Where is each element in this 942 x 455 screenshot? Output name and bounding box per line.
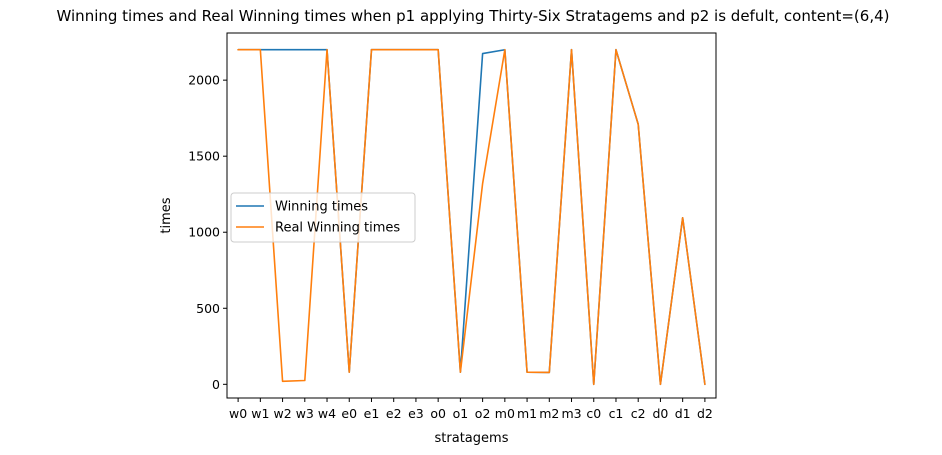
x-tick-label: c2 bbox=[631, 406, 646, 421]
x-tick-label: e0 bbox=[341, 406, 357, 421]
x-tick-label: m0 bbox=[495, 406, 515, 421]
plot-area bbox=[226, 32, 717, 399]
x-tick-label: m1 bbox=[517, 406, 537, 421]
x-tick-label: w4 bbox=[318, 406, 336, 421]
x-tick-label: d1 bbox=[675, 406, 691, 421]
y-tick-label: 0 bbox=[212, 377, 220, 392]
x-tick-label: m2 bbox=[539, 406, 559, 421]
x-tick-label: e1 bbox=[364, 406, 380, 421]
x-tick-label: o2 bbox=[475, 406, 491, 421]
x-axis: w0 w1 w2 w3 w4 e0 e1 e2 e3 o0 o1 o2 m0 m1 m2 m3 c0 c1 c2 d0… bbox=[229, 398, 713, 421]
x-tick-label: m3 bbox=[561, 406, 581, 421]
x-tick-label: c1 bbox=[609, 406, 624, 421]
x-tick-label: d0 bbox=[652, 406, 668, 421]
y-tick-label: 1000 bbox=[188, 225, 220, 240]
legend: Winning times Real Winning times bbox=[230, 192, 416, 243]
y-tick-label: 2000 bbox=[188, 73, 220, 88]
x-tick-label: w3 bbox=[296, 406, 314, 421]
x-tick-label: w0 bbox=[229, 406, 247, 421]
x-tick-label: w2 bbox=[273, 406, 291, 421]
x-tick-label: e3 bbox=[408, 406, 424, 421]
x-tick-label: c0 bbox=[586, 406, 601, 421]
x-tick-label: o1 bbox=[453, 406, 469, 421]
legend-entry: Real Winning times bbox=[275, 221, 400, 236]
x-tick-label: w1 bbox=[251, 406, 269, 421]
y-tick-label: 1500 bbox=[188, 149, 220, 164]
x-tick-label: o0 bbox=[430, 406, 446, 421]
x-tick-label: d2 bbox=[697, 406, 713, 421]
chart-title: Winning times and Real Winning times whe… bbox=[57, 7, 890, 25]
legend-entry: Winning times bbox=[275, 200, 368, 215]
x-tick-label: e2 bbox=[386, 406, 402, 421]
y-axis: 0 500 1000 1500 2000 bbox=[188, 73, 227, 392]
legend-box bbox=[230, 192, 416, 243]
x-axis-label: stratagems bbox=[435, 431, 509, 446]
y-axis-label: times bbox=[159, 197, 174, 233]
y-tick-label: 500 bbox=[196, 301, 220, 316]
